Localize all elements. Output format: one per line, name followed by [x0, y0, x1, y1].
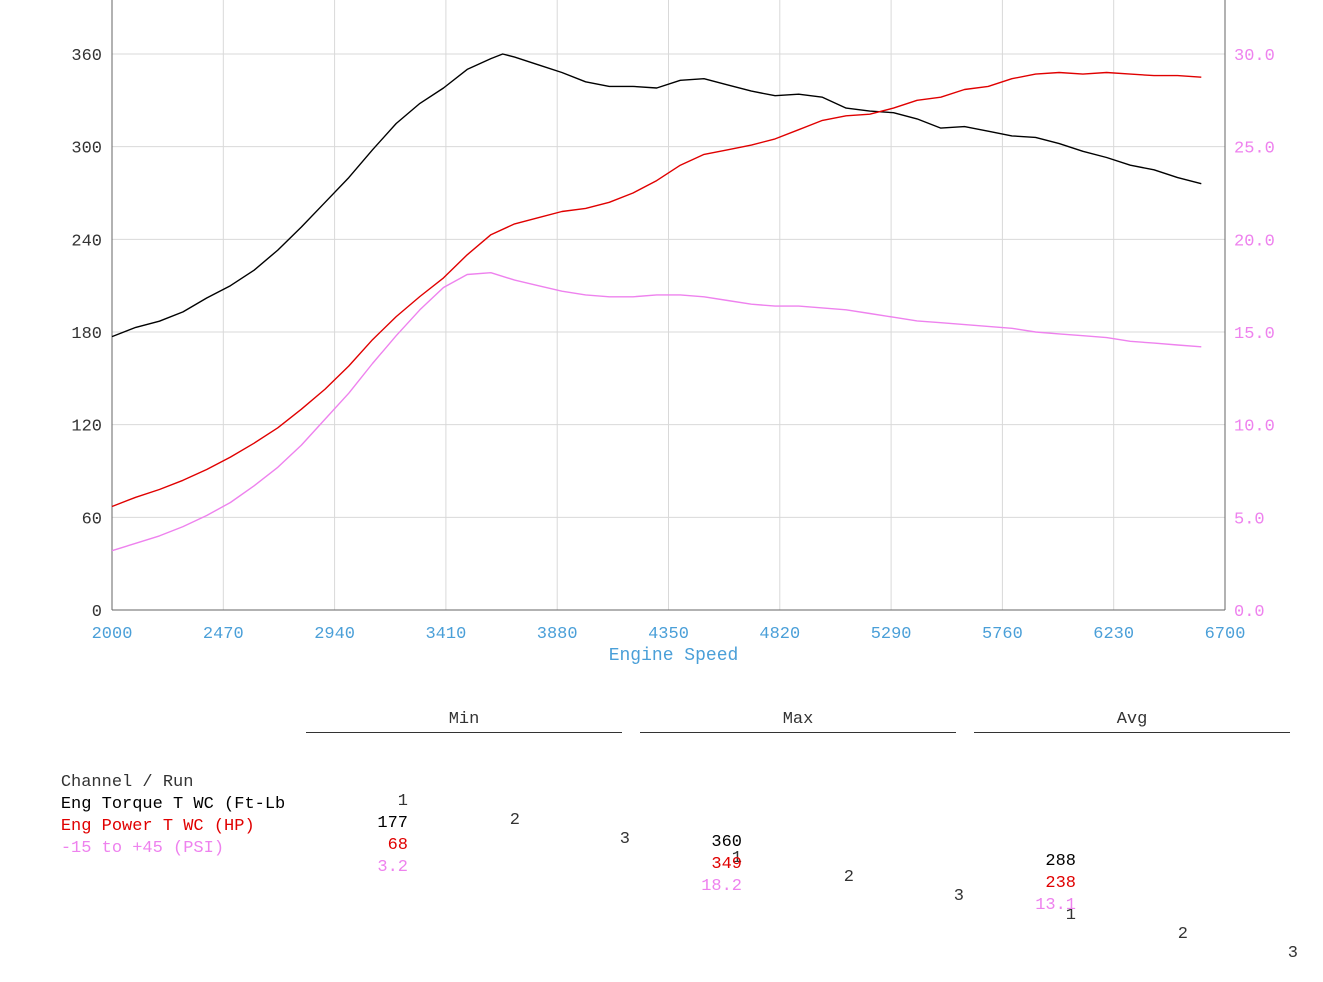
row-boost: -15 to +45 (PSI) 3.2 18.2 13.1 — [20, 820, 1120, 915]
power-min: 68 — [387, 836, 408, 855]
avg-run-2: 2 — [1177, 925, 1188, 944]
y-tick-right: 25.0 — [1234, 140, 1275, 159]
x-tick: 4820 — [759, 625, 800, 644]
x-tick: 2470 — [203, 625, 244, 644]
header-row: Channel / Run 1 2 3 1 2 3 1 2 3 — [20, 754, 1310, 963]
y-tick-right: 15.0 — [1234, 325, 1275, 344]
torque-line — [111, 53, 1202, 338]
y-tick-right: 30.0 — [1234, 47, 1275, 66]
x-tick: 5760 — [982, 625, 1023, 644]
x-tick: 6230 — [1093, 625, 1134, 644]
y-tick-right: 10.0 — [1234, 418, 1275, 437]
x-axis-label: Engine Speed — [609, 646, 739, 666]
torque-min: 177 — [377, 814, 408, 833]
boost-max: 18.2 — [701, 877, 742, 896]
y-tick-left: 120 — [71, 418, 102, 437]
x-tick: 5290 — [871, 625, 912, 644]
boost-line — [111, 272, 1202, 552]
group-header-max: Max — [640, 710, 956, 733]
row-torque: Eng Torque T WC (Ft-Lb 177 360 288 — [20, 776, 1120, 871]
x-tick: 6700 — [1205, 625, 1246, 644]
channel-run-label: Channel / Run — [60, 773, 194, 792]
torque-label: Eng Torque T WC (Ft-Lb — [60, 795, 286, 814]
x-tick: 3410 — [425, 625, 466, 644]
group-header-min: Min — [306, 710, 622, 733]
row-power: Eng Power T WC (HP) 68 349 238 — [20, 798, 1120, 893]
min-run-1: 1 — [397, 792, 408, 811]
boost-avg: 13.1 — [1035, 896, 1076, 915]
avg-run-3: 3 — [1287, 944, 1298, 963]
power-label: Eng Power T WC (HP) — [60, 817, 255, 836]
y-tick-right: 0.0 — [1234, 603, 1265, 622]
y-tick-right: 20.0 — [1234, 232, 1275, 251]
boost-label: -15 to +45 (PSI) — [60, 839, 225, 858]
y-tick-left: 0 — [92, 603, 102, 622]
stats-table: Min Max Avg Channel / Run 1 2 3 1 2 3 1 … — [0, 700, 1323, 963]
y-tick-left: 300 — [71, 140, 102, 159]
power-avg: 238 — [1045, 874, 1076, 893]
y-tick-right: 5.0 — [1234, 510, 1265, 529]
power-line — [111, 71, 1202, 508]
x-tick: 4350 — [648, 625, 689, 644]
x-tick: 2940 — [314, 625, 355, 644]
chart-svg: 0 60 120 180 240 300 360 0.0 5.0 10.0 15.0 20.0 25.0… — [71, 0, 1275, 666]
y-tick-left: 60 — [82, 510, 102, 529]
y-tick-left: 240 — [71, 232, 102, 251]
max-run-2: 2 — [843, 868, 854, 887]
min-run-3: 3 — [619, 830, 630, 849]
power-max: 349 — [711, 855, 742, 874]
min-run-2: 2 — [509, 811, 520, 830]
torque-avg: 288 — [1045, 852, 1076, 871]
x-tick: 2000 — [92, 625, 133, 644]
boost-min: 3.2 — [377, 858, 408, 877]
y-tick-left: 360 — [71, 47, 102, 66]
dyno-chart: 0 60 120 180 240 300 360 0.0 5.0 10.0 15.0 20.0 25.0… — [71, 0, 1275, 666]
torque-max: 360 — [711, 833, 742, 852]
y-tick-left: 180 — [71, 325, 102, 344]
group-header-avg: Avg — [974, 710, 1290, 733]
x-tick: 3880 — [537, 625, 578, 644]
max-run-3: 3 — [953, 887, 964, 906]
